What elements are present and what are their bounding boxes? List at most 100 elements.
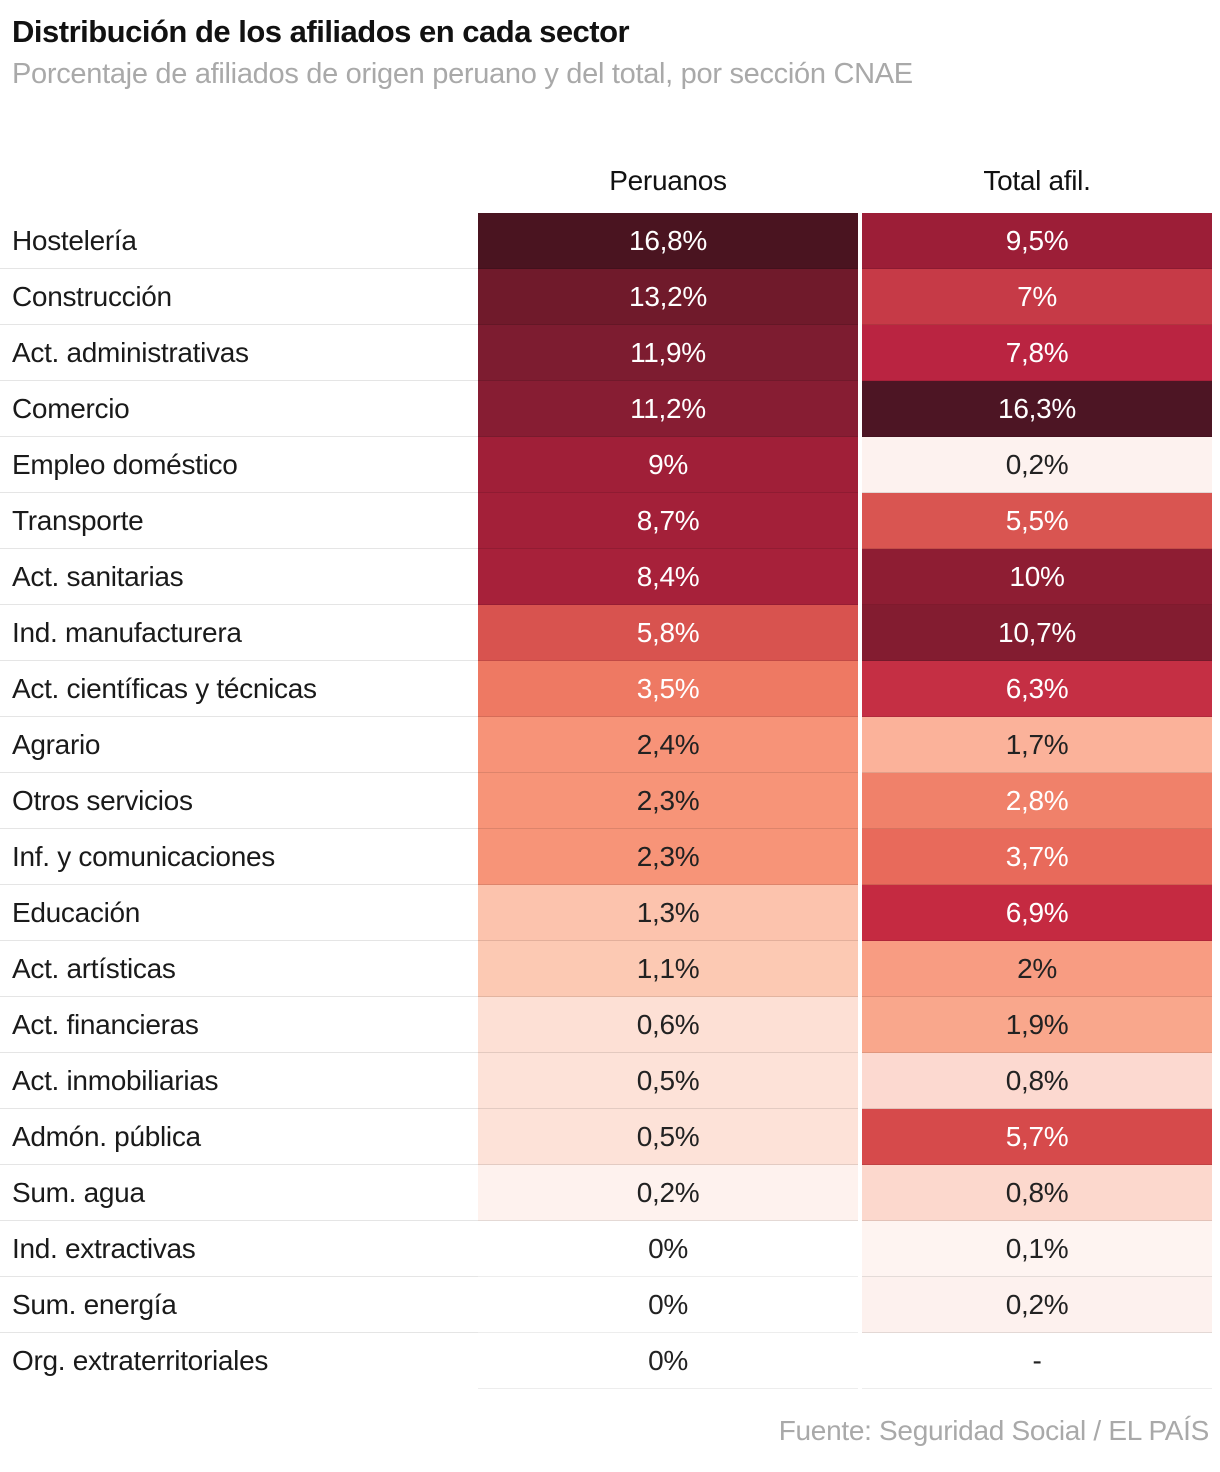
table-row: Ind. extractivas 0% 0,1% bbox=[0, 1220, 1220, 1277]
column-gap bbox=[858, 772, 862, 829]
peruanos-value-cell: 11,2% bbox=[478, 380, 858, 437]
column-gap bbox=[858, 1276, 862, 1333]
chart-header: Distribución de los afiliados en cada se… bbox=[0, 0, 1220, 91]
total-value-cell: 3,7% bbox=[862, 828, 1212, 885]
peruanos-value-cell: 0,5% bbox=[478, 1052, 858, 1109]
table-row: Act. financieras 0,6% 1,9% bbox=[0, 996, 1220, 1053]
column-gap bbox=[858, 996, 862, 1053]
peruanos-value-cell: 0% bbox=[478, 1332, 858, 1389]
peruanos-value-cell: 0,6% bbox=[478, 996, 858, 1053]
peruanos-value-cell: 8,7% bbox=[478, 492, 858, 549]
total-value-cell: 9,5% bbox=[862, 212, 1212, 269]
table-row: Comercio 11,2% 16,3% bbox=[0, 380, 1220, 437]
column-gap bbox=[858, 268, 862, 325]
heatmap-table: Hostelería 16,8% 9,5% Construcción 13,2%… bbox=[0, 212, 1220, 1389]
total-value-cell: 7,8% bbox=[862, 324, 1212, 381]
sector-label: Sum. agua bbox=[0, 1164, 478, 1221]
sector-label: Ind. extractivas bbox=[0, 1220, 478, 1277]
sector-label: Empleo doméstico bbox=[0, 436, 478, 493]
table-row: Act. sanitarias 8,4% 10% bbox=[0, 548, 1220, 605]
peruanos-value-cell: 0% bbox=[478, 1220, 858, 1277]
sector-label: Construcción bbox=[0, 268, 478, 325]
sector-label: Act. financieras bbox=[0, 996, 478, 1053]
total-value-cell: 2,8% bbox=[862, 772, 1212, 829]
table-row: Construcción 13,2% 7% bbox=[0, 268, 1220, 325]
source-attribution: Fuente: Seguridad Social / EL PAÍS bbox=[778, 1414, 1210, 1446]
column-gap bbox=[858, 212, 862, 269]
total-value-cell: 10,7% bbox=[862, 604, 1212, 661]
sector-label: Inf. y comunicaciones bbox=[0, 828, 478, 885]
column-gap bbox=[858, 1220, 862, 1277]
sector-label: Sum. energía bbox=[0, 1276, 478, 1333]
column-headers: Peruanos Total afil. bbox=[0, 163, 1220, 199]
table-row: Sum. agua 0,2% 0,8% bbox=[0, 1164, 1220, 1221]
peruanos-value-cell: 2,4% bbox=[478, 716, 858, 773]
page-subtitle: Porcentaje de afiliados de origen peruan… bbox=[12, 57, 913, 90]
total-value-cell: 16,3% bbox=[862, 380, 1212, 437]
total-value-cell: 0,1% bbox=[862, 1220, 1212, 1277]
sector-label: Org. extraterritoriales bbox=[0, 1332, 478, 1389]
peruanos-value-cell: 3,5% bbox=[478, 660, 858, 717]
column-gap bbox=[858, 716, 862, 773]
table-row: Transporte 8,7% 5,5% bbox=[0, 492, 1220, 549]
column-gap bbox=[858, 380, 862, 437]
sector-label: Act. científicas y técnicas bbox=[0, 660, 478, 717]
peruanos-value-cell: 13,2% bbox=[478, 268, 858, 325]
table-row: Empleo doméstico 9% 0,2% bbox=[0, 436, 1220, 493]
column-gap bbox=[858, 940, 862, 997]
table-row: Admón. pública 0,5% 5,7% bbox=[0, 1108, 1220, 1165]
column-gap bbox=[858, 660, 862, 717]
table-row: Inf. y comunicaciones 2,3% 3,7% bbox=[0, 828, 1220, 885]
table-row: Act. administrativas 11,9% 7,8% bbox=[0, 324, 1220, 381]
table-row: Sum. energía 0% 0,2% bbox=[0, 1276, 1220, 1333]
sector-label: Comercio bbox=[0, 380, 478, 437]
peruanos-value-cell: 2,3% bbox=[478, 828, 858, 885]
peruanos-value-cell: 0,2% bbox=[478, 1164, 858, 1221]
peruanos-value-cell: 0,5% bbox=[478, 1108, 858, 1165]
sector-label: Admón. pública bbox=[0, 1108, 478, 1165]
total-value-cell: 5,5% bbox=[862, 492, 1212, 549]
table-row: Ind. manufacturera 5,8% 10,7% bbox=[0, 604, 1220, 661]
column-gap bbox=[858, 828, 862, 885]
column-gap bbox=[858, 604, 862, 661]
column-gap bbox=[858, 324, 862, 381]
peruanos-value-cell: 2,3% bbox=[478, 772, 858, 829]
column-gap bbox=[858, 1108, 862, 1165]
sector-label: Hostelería bbox=[0, 212, 478, 269]
sector-label: Act. sanitarias bbox=[0, 548, 478, 605]
table-row: Otros servicios 2,3% 2,8% bbox=[0, 772, 1220, 829]
column-gap bbox=[858, 884, 862, 941]
sector-label: Transporte bbox=[0, 492, 478, 549]
total-value-cell: 0,8% bbox=[862, 1052, 1212, 1109]
column-gap bbox=[858, 436, 862, 493]
column-gap bbox=[858, 548, 862, 605]
table-row: Act. inmobiliarias 0,5% 0,8% bbox=[0, 1052, 1220, 1109]
table-row: Act. científicas y técnicas 3,5% 6,3% bbox=[0, 660, 1220, 717]
peruanos-value-cell: 16,8% bbox=[478, 212, 858, 269]
total-value-cell: 0,8% bbox=[862, 1164, 1212, 1221]
total-value-cell: 1,7% bbox=[862, 716, 1212, 773]
column-gap bbox=[858, 1332, 862, 1389]
total-value-cell: 0,2% bbox=[862, 1276, 1212, 1333]
total-value-cell: 7% bbox=[862, 268, 1212, 325]
sector-label: Act. inmobiliarias bbox=[0, 1052, 478, 1109]
column-gap bbox=[858, 492, 862, 549]
total-value-cell: 5,7% bbox=[862, 1108, 1212, 1165]
sector-label: Act. administrativas bbox=[0, 324, 478, 381]
sector-label: Educación bbox=[0, 884, 478, 941]
total-value-cell: 1,9% bbox=[862, 996, 1212, 1053]
total-value-cell: - bbox=[862, 1332, 1212, 1389]
peruanos-value-cell: 1,3% bbox=[478, 884, 858, 941]
total-value-cell: 10% bbox=[862, 548, 1212, 605]
table-row: Hostelería 16,8% 9,5% bbox=[0, 212, 1220, 269]
peruanos-value-cell: 9% bbox=[478, 436, 858, 493]
column-gap bbox=[858, 1052, 862, 1109]
peruanos-value-cell: 5,8% bbox=[478, 604, 858, 661]
sector-label: Act. artísticas bbox=[0, 940, 478, 997]
total-value-cell: 2% bbox=[862, 940, 1212, 997]
sector-label: Agrario bbox=[0, 716, 478, 773]
table-row: Educación 1,3% 6,9% bbox=[0, 884, 1220, 941]
peruanos-value-cell: 11,9% bbox=[478, 324, 858, 381]
total-value-cell: 6,9% bbox=[862, 884, 1212, 941]
table-row: Org. extraterritoriales 0% - bbox=[0, 1332, 1220, 1389]
